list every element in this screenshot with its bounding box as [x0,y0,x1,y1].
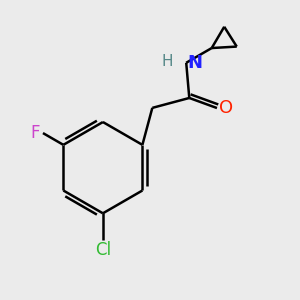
Text: Cl: Cl [95,241,111,259]
Text: H: H [161,54,173,69]
Text: O: O [219,99,233,117]
Text: N: N [188,54,203,72]
Text: F: F [30,124,39,142]
